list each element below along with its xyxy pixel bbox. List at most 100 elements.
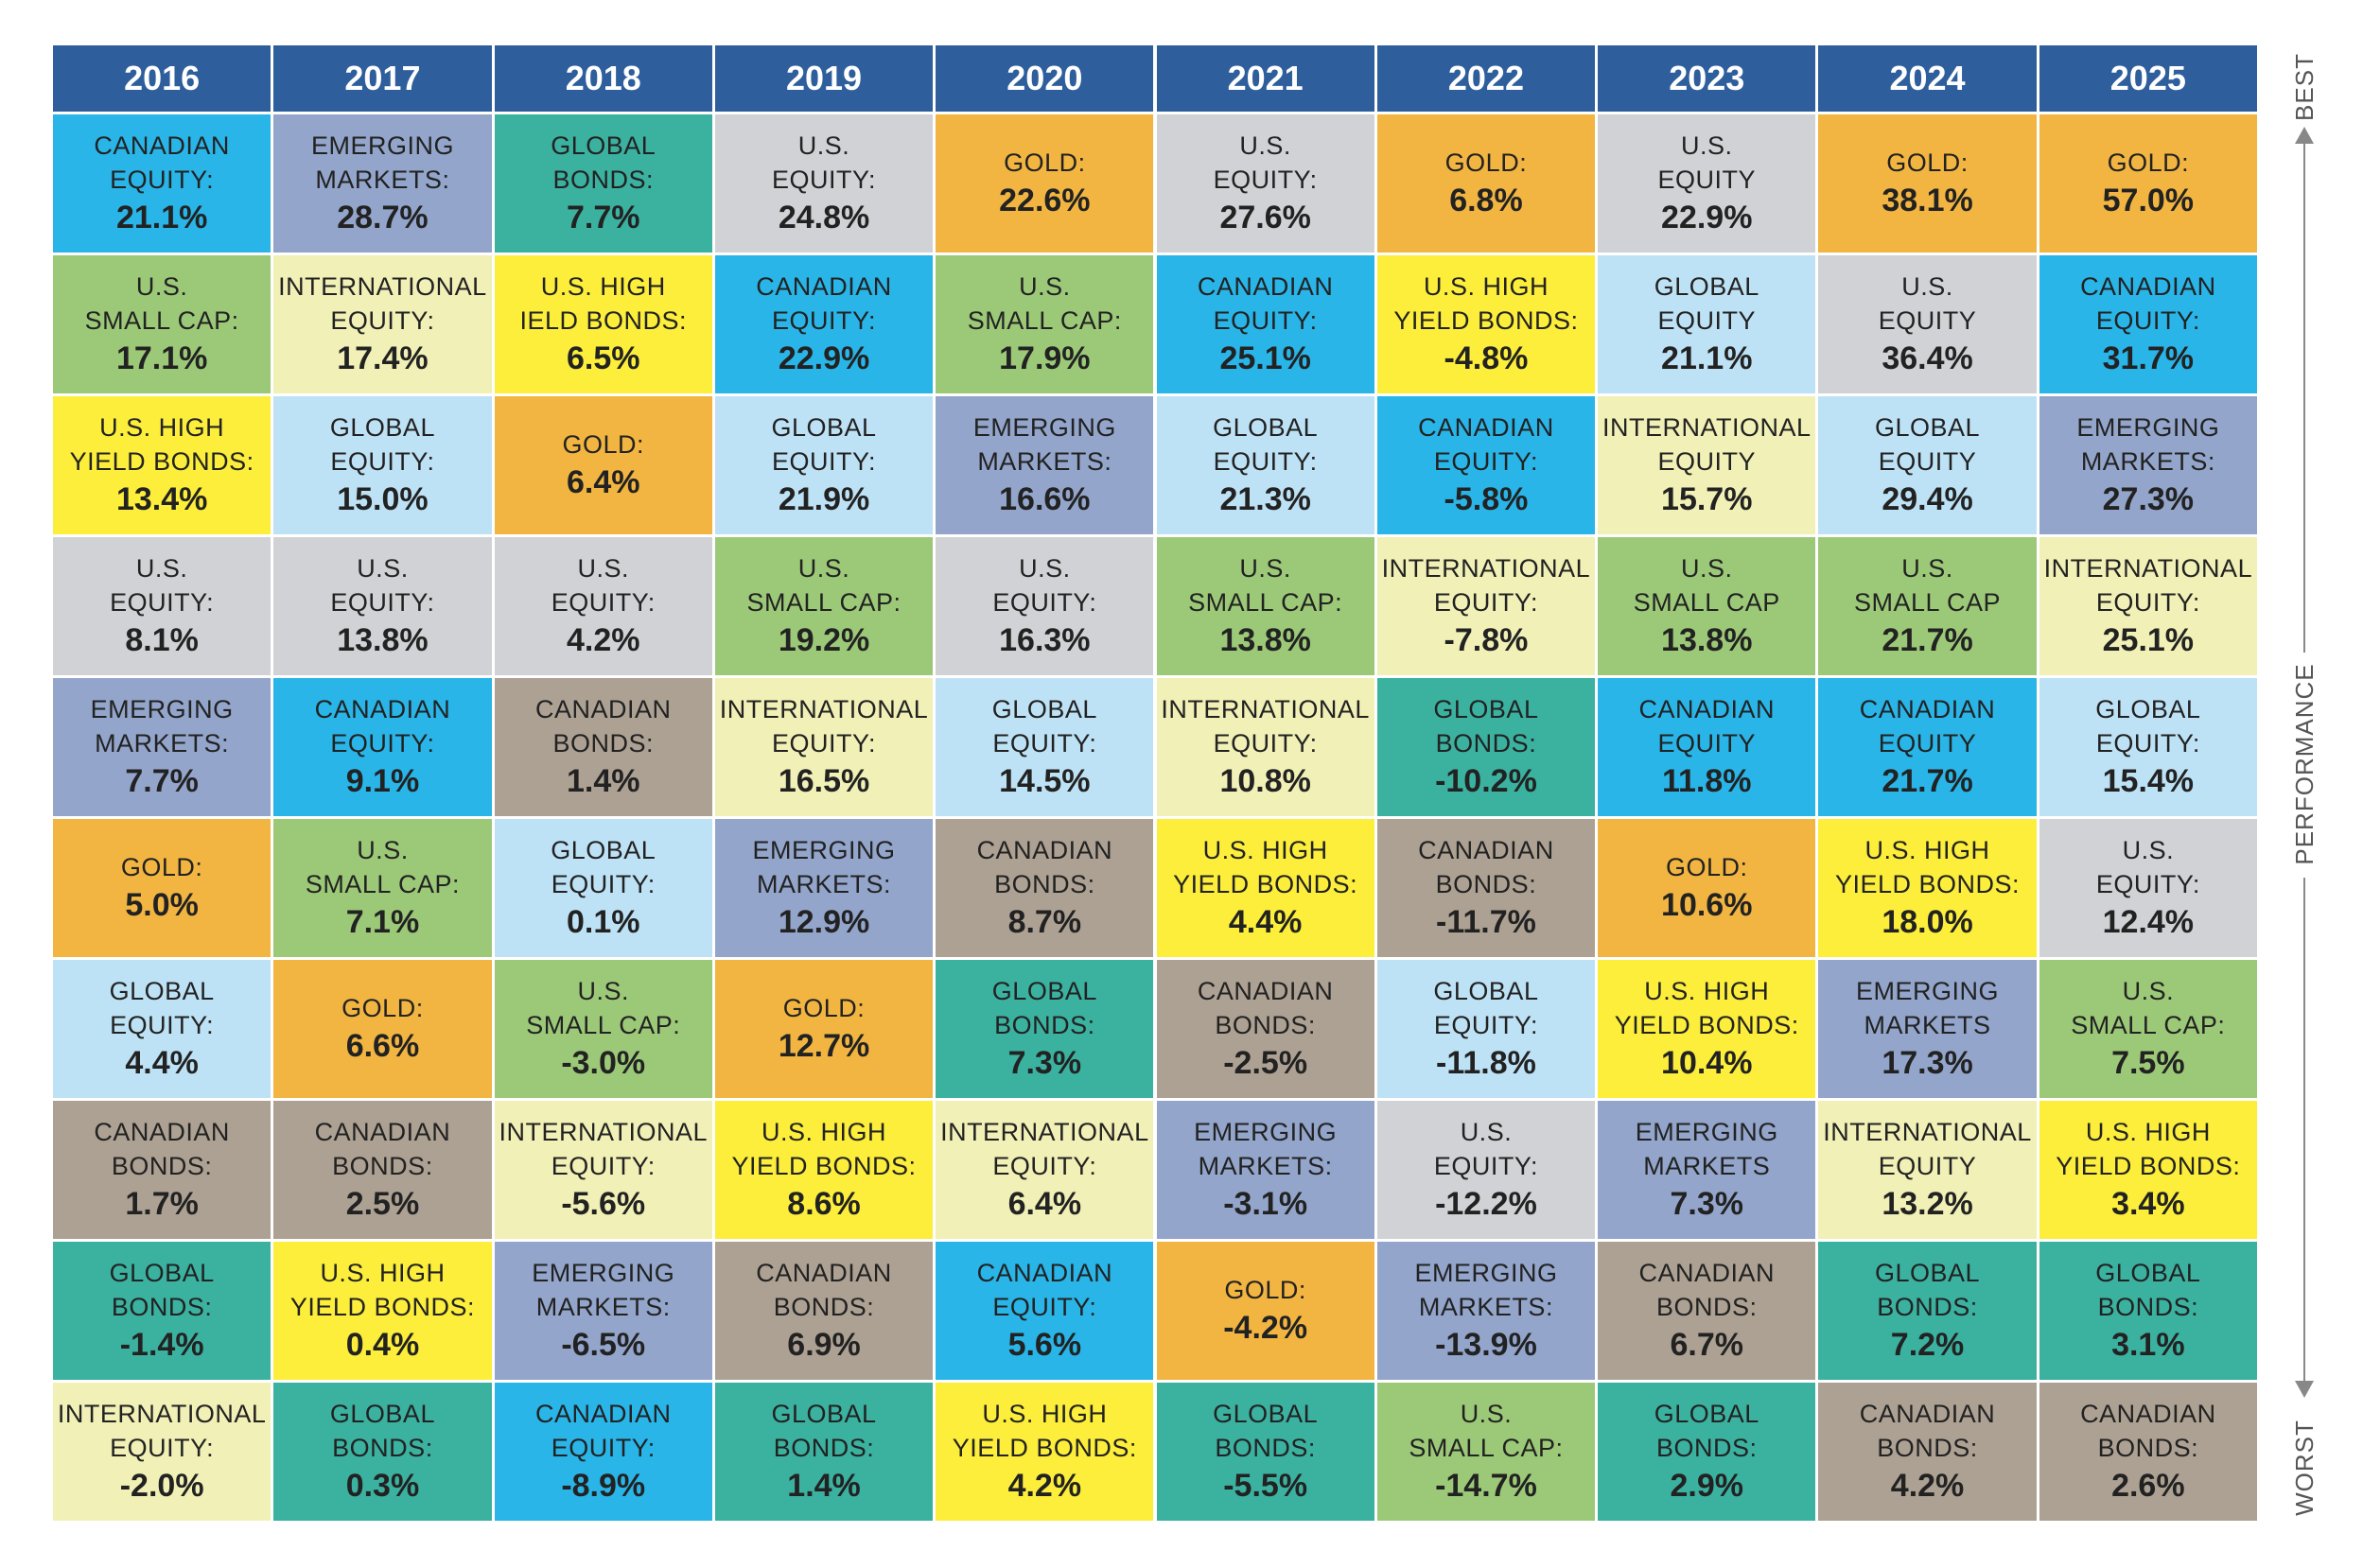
asset-name: EQUITY: [1878, 729, 1977, 758]
asset-name: U.S.: [357, 554, 409, 583]
year-header: 2018: [494, 45, 712, 112]
return-value: -2.5%: [1223, 1045, 1308, 1081]
asset-name: GOLD:: [1004, 148, 1086, 177]
asset-name: GLOBAL: [109, 977, 215, 1005]
return-value: 4.4%: [1228, 904, 1303, 940]
asset-name: YIELD BONDS:: [1614, 1011, 1799, 1039]
asset-name: SMALL CAP: [1633, 588, 1780, 617]
return-value: 17.1%: [115, 340, 208, 376]
asset-name: IELD BONDS:: [519, 306, 688, 335]
asset-name: INTERNATIONAL: [278, 272, 487, 301]
return-value: 7.3%: [1670, 1186, 1743, 1222]
asset-cell: CANADIAN BONDS: 6.9%: [714, 1242, 934, 1380]
asset-cell: GOLD: 57.0%: [2039, 114, 2257, 253]
asset-name: U.S.: [577, 977, 629, 1005]
return-value: 21.1%: [1661, 340, 1753, 376]
return-value: 17.3%: [1882, 1045, 1973, 1081]
asset-cell: U.S. EQUITY 36.4%: [1818, 255, 2037, 393]
asset-name: GLOBAL: [771, 413, 877, 442]
asset-name: YIELD BONDS:: [952, 1434, 1137, 1462]
asset-name: EQUITY:: [110, 1434, 215, 1462]
return-value: 12.4%: [2102, 904, 2195, 940]
asset-name: U.S.: [1460, 1118, 1513, 1146]
asset-name: EQUITY:: [992, 729, 1097, 758]
return-value: 15.0%: [337, 481, 429, 517]
asset-cell: GOLD: -4.2%: [1156, 1242, 1374, 1380]
return-value: 21.9%: [778, 481, 870, 517]
asset-name: CANADIAN: [2080, 272, 2216, 301]
asset-name: EQUITY:: [772, 729, 877, 758]
asset-cell: U.S. HIGH YIELD BONDS: -4.8%: [1376, 255, 1596, 393]
asset-name: EQUITY: [1657, 166, 1756, 194]
return-value: 6.4%: [566, 464, 640, 500]
asset-name: SMALL CAP:: [305, 870, 460, 898]
asset-name: BONDS:: [2097, 1293, 2199, 1321]
asset-name: YIELD BONDS:: [2056, 1152, 2241, 1180]
asset-name: EMERGING: [1856, 977, 2000, 1005]
asset-name: BONDS:: [1655, 1434, 1758, 1462]
asset-name: EQUITY:: [1433, 588, 1538, 617]
asset-cell: U.S. EQUITY: 24.8%: [714, 114, 934, 253]
asset-cell: U.S. SMALL CAP: 13.8%: [1156, 537, 1374, 675]
asset-name: BONDS:: [994, 1011, 1095, 1039]
asset-cell: GLOBAL EQUITY: 15.4%: [2039, 678, 2257, 816]
asset-name: CANADIAN: [756, 1259, 892, 1287]
return-value: -6.5%: [561, 1327, 646, 1363]
return-value: 21.7%: [1882, 763, 1973, 799]
return-value: -5.6%: [561, 1186, 646, 1222]
asset-name: EMERGING: [2076, 413, 2220, 442]
asset-name: GLOBAL: [2095, 695, 2201, 723]
performance-label: PERFORMANCE: [2290, 663, 2319, 864]
asset-name: INTERNATIONAL: [719, 695, 929, 723]
return-value: 11.8%: [1661, 763, 1752, 799]
return-value: -5.8%: [1444, 481, 1529, 517]
asset-cell: CANADIAN EQUITY: -8.9%: [494, 1383, 712, 1521]
asset-cell: INTERNATIONAL EQUITY 15.7%: [1598, 396, 1816, 534]
asset-name: EQUITY:: [772, 166, 877, 194]
asset-name: YIELD BONDS:: [69, 447, 254, 476]
year-header: 2019: [714, 45, 934, 112]
asset-name: CANADIAN: [1197, 272, 1334, 301]
return-value: 6.4%: [1007, 1186, 1082, 1222]
asset-cell: INTERNATIONAL EQUITY: 17.4%: [273, 255, 492, 393]
asset-name: BONDS:: [773, 1434, 875, 1462]
asset-cell: GOLD: 6.4%: [494, 396, 712, 534]
asset-name: U.S.: [1901, 554, 1953, 583]
asset-cell: CANADIAN BONDS: 2.5%: [273, 1101, 492, 1239]
return-value: -7.8%: [1444, 622, 1529, 658]
asset-cell: INTERNATIONAL EQUITY 13.2%: [1818, 1101, 2037, 1239]
return-value: 3.1%: [2111, 1327, 2185, 1363]
asset-name: MARKETS: [1864, 1011, 1991, 1039]
return-value: 21.7%: [1882, 622, 1973, 658]
asset-name: EMERGING: [972, 413, 1116, 442]
asset-name: GOLD:: [341, 994, 424, 1022]
asset-name: U.S. HIGH: [1423, 272, 1549, 301]
return-value: -4.2%: [1223, 1310, 1308, 1346]
asset-cell: CANADIAN EQUITY: 9.1%: [273, 678, 492, 816]
asset-name: GLOBAL: [109, 1259, 215, 1287]
asset-name: YIELD BONDS:: [1173, 870, 1358, 898]
asset-name: GLOBAL: [1875, 413, 1981, 442]
asset-cell: U.S. EQUITY: 27.6%: [1156, 114, 1374, 253]
asset-cell: U.S. SMALL CAP: 7.1%: [273, 819, 492, 957]
asset-name: U.S. HIGH: [540, 272, 666, 301]
asset-name: MARKETS:: [95, 729, 230, 758]
asset-cell: EMERGING MARKETS: -6.5%: [494, 1242, 712, 1380]
asset-cell: GLOBAL EQUITY: 4.4%: [53, 960, 271, 1098]
asset-cell: U.S. HIGH YIELD BONDS: 13.4%: [53, 396, 271, 534]
asset-cell: EMERGING MARKETS 17.3%: [1818, 960, 2037, 1098]
return-value: 10.6%: [1661, 887, 1753, 923]
asset-name: EQUITY:: [330, 729, 435, 758]
asset-name: MARKETS:: [1198, 1152, 1333, 1180]
asset-name: BONDS:: [994, 870, 1095, 898]
return-value: -1.4%: [119, 1327, 204, 1363]
return-value: 15.7%: [1661, 481, 1753, 517]
asset-name: EMERGING: [1635, 1118, 1778, 1146]
asset-cell: U.S. SMALL CAP: -14.7%: [1376, 1383, 1596, 1521]
asset-name: EQUITY:: [992, 1293, 1097, 1321]
asset-name: EQUITY:: [2095, 729, 2200, 758]
asset-cell: U.S. EQUITY: 4.2%: [494, 537, 712, 675]
asset-name: SMALL CAP:: [1409, 1434, 1564, 1462]
return-value: 1.4%: [787, 1468, 861, 1504]
return-value: 25.1%: [1219, 340, 1311, 376]
